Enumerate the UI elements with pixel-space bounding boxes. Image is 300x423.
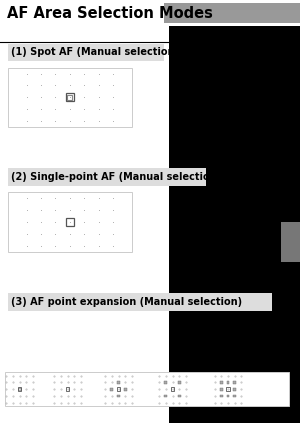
Text: AF Area Selection Modes: AF Area Selection Modes [7,5,212,21]
Bar [164,3,300,23]
Bar [233,388,236,390]
Bar [0,0,300,26]
Bar [226,381,230,384]
Bar [171,387,175,391]
Bar [65,218,74,226]
Bar [220,381,223,384]
Bar [65,93,74,101]
Bar [280,222,300,262]
Bar [220,395,223,397]
Bar [169,0,300,423]
Bar [116,387,121,391]
Bar [226,387,230,391]
Bar [19,388,20,390]
Bar [5,372,289,406]
Bar [226,395,230,397]
Bar [220,388,223,390]
Bar [17,387,22,391]
Bar [8,68,132,127]
Bar [164,381,167,384]
Text: (3) AF point expansion (Manual selection): (3) AF point expansion (Manual selection… [11,297,242,307]
Bar [233,395,236,397]
Bar [8,192,132,252]
Bar [233,381,236,384]
Bar [8,44,164,61]
Bar [117,395,120,397]
Bar [8,168,206,186]
Bar [65,387,70,391]
Bar [164,395,167,397]
Bar [117,381,120,384]
Bar [110,388,113,390]
Text: (2) Single-point AF (Manual selection): (2) Single-point AF (Manual selection) [11,172,221,182]
Text: (1) Spot AF (Manual selection): (1) Spot AF (Manual selection) [11,47,179,58]
Bar [8,293,272,311]
Bar [67,95,72,99]
Bar [124,388,127,390]
Bar [178,381,181,384]
Bar [178,395,181,397]
